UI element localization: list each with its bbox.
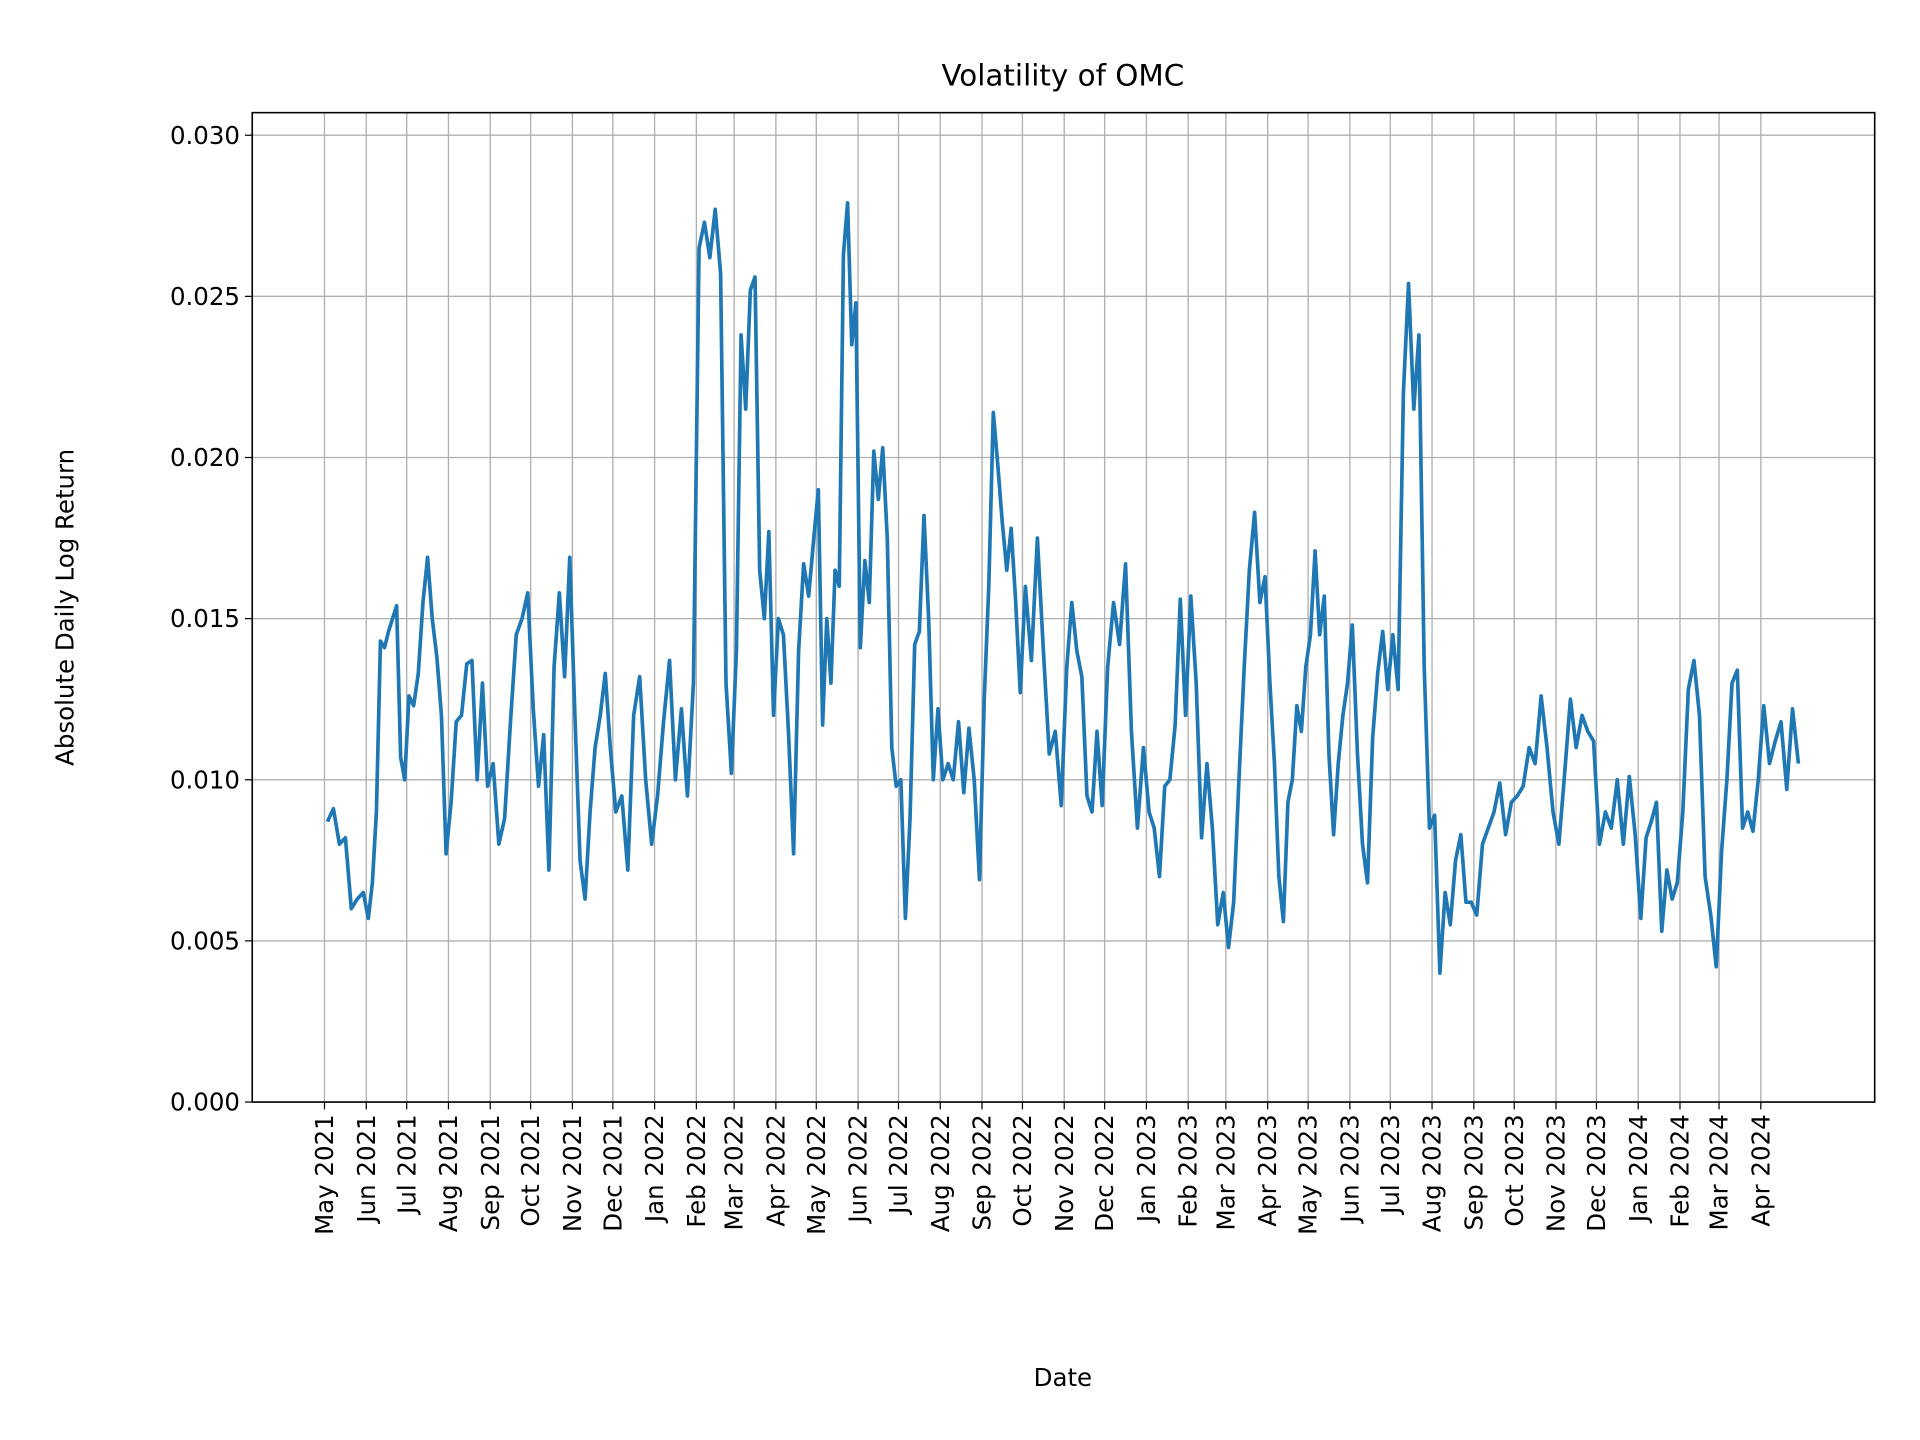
x-tick-label: Nov 2022 bbox=[1050, 1114, 1079, 1232]
x-tick-label: Jul 2023 bbox=[1376, 1114, 1405, 1216]
x-tick-label: Oct 2023 bbox=[1500, 1114, 1529, 1226]
x-tick-label: Dec 2022 bbox=[1090, 1114, 1119, 1231]
x-tick-label: May 2023 bbox=[1294, 1114, 1323, 1235]
x-tick-label: Nov 2023 bbox=[1542, 1114, 1571, 1232]
y-axis-label: Absolute Daily Log Return bbox=[50, 449, 79, 766]
x-tick-label: Jan 2023 bbox=[1132, 1114, 1161, 1224]
grid bbox=[252, 112, 1875, 1103]
x-tick-label: Sep 2021 bbox=[476, 1114, 505, 1230]
y-tick-label: 0.010 bbox=[170, 765, 240, 794]
x-tick-label: Jun 2023 bbox=[1335, 1114, 1364, 1224]
x-tick-label: Mar 2023 bbox=[1211, 1114, 1240, 1230]
x-tick-label: Sep 2023 bbox=[1459, 1114, 1488, 1230]
y-tick-label: 0.030 bbox=[170, 121, 240, 150]
chart-title: Volatility of OMC bbox=[941, 59, 1184, 93]
x-tick-label: May 2022 bbox=[802, 1114, 831, 1235]
x-tick-label: Apr 2022 bbox=[761, 1114, 790, 1226]
x-tick-label: Dec 2023 bbox=[1582, 1114, 1611, 1231]
series-line bbox=[325, 201, 1801, 975]
x-tick-label: Aug 2022 bbox=[926, 1114, 955, 1232]
x-tick-label: Jul 2022 bbox=[884, 1114, 913, 1216]
x-tick-label: Feb 2023 bbox=[1174, 1114, 1203, 1227]
y-tick-label: 0.020 bbox=[170, 443, 240, 472]
x-tick-label: Nov 2021 bbox=[558, 1114, 587, 1232]
x-tick-label: Jul 2021 bbox=[392, 1114, 421, 1216]
y-tick-label: 0.015 bbox=[170, 604, 240, 633]
x-tick-label: Jun 2021 bbox=[352, 1114, 381, 1224]
x-tick-label: Jan 2024 bbox=[1624, 1114, 1653, 1224]
x-tick-label: Feb 2024 bbox=[1666, 1114, 1695, 1227]
x-tick-label: May 2021 bbox=[310, 1114, 339, 1235]
x-tick-label: Jun 2022 bbox=[844, 1114, 873, 1224]
x-tick-label: Dec 2021 bbox=[598, 1114, 627, 1231]
x-tick-label: Jan 2022 bbox=[640, 1114, 669, 1224]
x-tick-label: Feb 2022 bbox=[682, 1114, 711, 1227]
x-tick-label: Mar 2024 bbox=[1705, 1114, 1734, 1230]
x-tick-label: Mar 2022 bbox=[720, 1114, 749, 1230]
x-tick-label: Oct 2022 bbox=[1008, 1114, 1037, 1226]
y-tick-label: 0.025 bbox=[170, 282, 240, 311]
axis-ticks: 0.000 0.005 0.010 0.015 0.020 0.025 0.030 May 2… bbox=[170, 121, 1775, 1235]
plot-frame bbox=[251, 111, 1876, 1103]
x-tick-label: Apr 2023 bbox=[1253, 1114, 1282, 1226]
x-tick-label: Apr 2024 bbox=[1746, 1114, 1775, 1226]
x-tick-label: Oct 2021 bbox=[516, 1114, 545, 1226]
x-axis-label: Date bbox=[1034, 1363, 1092, 1392]
y-tick-label: 0.000 bbox=[170, 1088, 240, 1117]
x-tick-label: Sep 2022 bbox=[968, 1114, 997, 1230]
x-tick-label: Aug 2021 bbox=[434, 1114, 463, 1232]
x-tick-label: Aug 2023 bbox=[1418, 1114, 1447, 1232]
y-tick-label: 0.005 bbox=[170, 926, 240, 955]
